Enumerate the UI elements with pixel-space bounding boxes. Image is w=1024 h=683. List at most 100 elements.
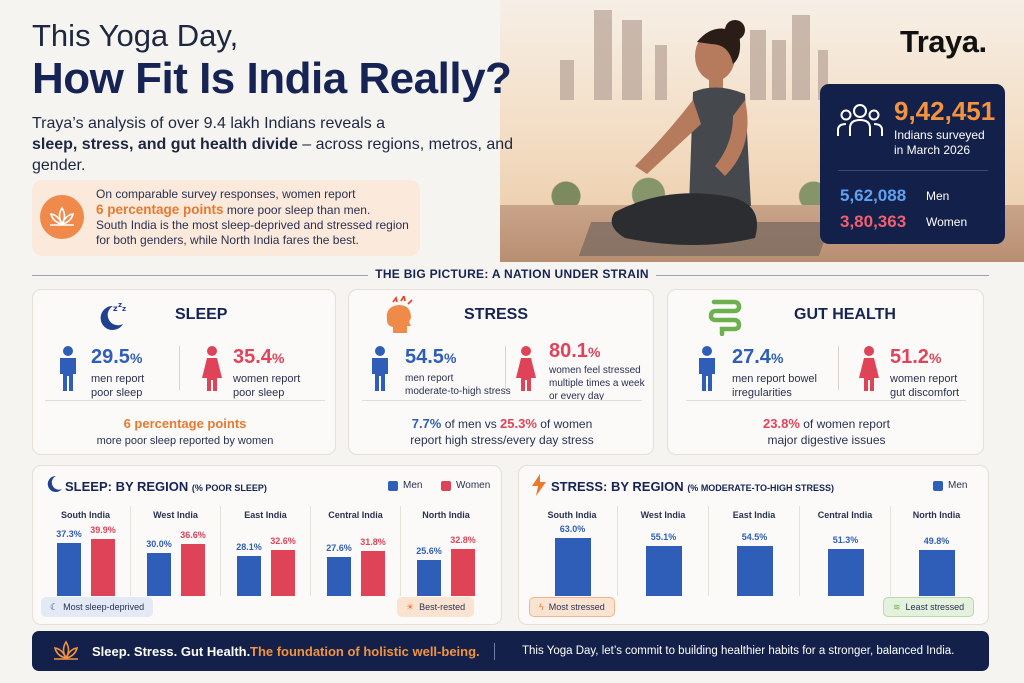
meditating-woman-illustration — [611, 20, 757, 245]
sleep-chart-title-text: SLEEP: BY REGION — [65, 479, 189, 494]
region-group: East India 28.1% 32.6% — [221, 506, 311, 596]
stress-footer-men: 7.7% — [411, 416, 442, 431]
region-group: South India 63.0% — [527, 506, 618, 596]
sleep-chart-subtitle: (% POOR SLEEP) — [191, 483, 267, 493]
region-name: South India — [547, 510, 597, 520]
stress-women-label-2: multiple times a week — [549, 378, 645, 389]
region-name: North India — [912, 510, 961, 520]
gut-card-separator — [838, 346, 839, 390]
sleep-card-footer-divider — [45, 400, 325, 401]
most-stressed-label: Most stressed — [548, 602, 605, 612]
moon-icon — [47, 475, 62, 492]
percent-sign: % — [443, 350, 457, 366]
bar-value-label: 49.8% — [923, 536, 950, 546]
callout-text: On comparable survey responses, women re… — [96, 187, 416, 248]
moon-icon: z z z — [100, 301, 126, 330]
percent-sign: % — [770, 350, 784, 366]
bar-value-label: 25.6% — [416, 546, 442, 556]
gut-card-title: GUT HEALTH — [794, 306, 896, 323]
key-finding-callout: On comparable survey responses, women re… — [32, 180, 420, 256]
gut-men-pct-value: 27.4 — [732, 346, 771, 368]
lotus-icon — [40, 195, 84, 239]
legend-label-men: Men — [403, 480, 423, 491]
bar-men — [918, 550, 955, 596]
men-count-label: Men — [926, 189, 950, 203]
sleep-men-pct: 29.5% — [91, 346, 142, 369]
bar-value-label: 32.8% — [450, 535, 476, 545]
bar-women — [181, 544, 205, 596]
gut-card-footer: 23.8% of women report major digestive is… — [668, 416, 985, 448]
stress-men-pct-value: 54.5 — [405, 346, 444, 368]
region-name: West India — [640, 510, 686, 520]
callout-line-1: On comparable survey responses, women re… — [96, 187, 356, 201]
bar-women — [91, 539, 115, 596]
total-label-1: Indians surveyed — [894, 128, 985, 142]
lightning-icon: ϟ — [539, 602, 544, 612]
sleep-women-label: women report poor sleep — [233, 372, 300, 400]
sleep-women-pct: 35.4% — [233, 346, 284, 369]
gut-footer-text: of women report — [799, 417, 890, 431]
stress-men-label-2: moderate-to-high stress — [405, 386, 511, 397]
bar-value-label: 31.8% — [360, 537, 386, 547]
sleep-men-label-2: poor sleep — [91, 387, 143, 399]
bar-value-label: 27.6% — [326, 543, 352, 553]
man-figure-icon — [699, 346, 715, 391]
men-count: 5,62,088 — [840, 186, 907, 205]
gut-women-label-1: women report — [890, 373, 958, 385]
sleep-card-footer: 6 percentage points more poor sleep repo… — [33, 416, 337, 449]
sleep-card-separator — [179, 346, 180, 390]
stress-footer-women: 25.3% — [500, 416, 537, 431]
women-count-label: Women — [926, 215, 968, 229]
callout-line-3: South India is the most sleep-deprived a… — [96, 218, 409, 247]
most-stressed-badge: ϟ Most stressed — [529, 597, 615, 617]
total-surveyed: 9,42,451 — [894, 96, 996, 126]
region-name: South India — [61, 510, 110, 520]
region-name: North India — [422, 510, 470, 520]
lightning-icon — [532, 474, 546, 496]
woman-figure-icon — [859, 346, 879, 391]
region-group: Central India 51.3% — [800, 506, 891, 596]
brand-logo: Traya. — [900, 24, 987, 59]
legend-swatch-men — [388, 480, 398, 491]
most-sleep-deprived-label: Most sleep-deprived — [63, 602, 145, 612]
sleep-chart-title: SLEEP: BY REGION (% POOR SLEEP) — [65, 479, 267, 494]
bar-men — [327, 557, 351, 596]
moon-icon: ☾ — [50, 601, 59, 612]
region-group: South India 37.3% 39.9% — [41, 506, 131, 596]
stress-women-label-1: women feel stressed — [549, 365, 641, 376]
most-sleep-deprived-badge: ☾ Most sleep-deprived — [41, 597, 154, 617]
lotus-icon — [53, 640, 79, 660]
bar-value-label: 39.9% — [90, 525, 116, 535]
section-divider-right — [656, 275, 989, 276]
gut-men-label-2: irregularities — [732, 387, 792, 399]
legend-swatch-women — [441, 480, 451, 491]
stress-card: STRESS 54.5% men report moderate-to-high … — [348, 289, 654, 455]
bar-men — [736, 546, 773, 596]
bar-men — [645, 546, 682, 596]
stress-men-label: men report moderate-to-high stress — [405, 372, 511, 398]
sleep-women-pct-value: 35.4 — [233, 346, 272, 368]
region-name: West India — [153, 510, 198, 520]
bar-women — [361, 551, 385, 596]
bar-value-label: 30.0% — [146, 539, 172, 549]
banner-message: This Yoga Day, let’s commit to building … — [522, 645, 955, 657]
stress-chart-title: STRESS: BY REGION (% MODERATE-TO-HIGH ST… — [551, 479, 834, 494]
bar-men — [417, 560, 441, 596]
region-name: Central India — [817, 510, 873, 520]
svg-text:z: z — [122, 305, 126, 313]
region-group: East India 54.5% — [709, 506, 800, 596]
women-count: 3,80,363 — [840, 212, 907, 231]
legend-label-women: Women — [456, 480, 491, 491]
legend-men: Men — [933, 480, 967, 491]
bar-women — [451, 549, 475, 596]
bar-value-label: 54.5% — [741, 532, 768, 542]
legend-label-men: Men — [948, 480, 968, 491]
title-line-2: How Fit Is India Really? — [32, 54, 512, 103]
legend-swatch-men — [933, 480, 943, 491]
callout-highlight: 6 percentage points — [96, 202, 224, 217]
gut-women-label-2: gut discomfort — [890, 387, 960, 399]
intro-rest: – across regions, metros, and gender. — [32, 136, 514, 174]
percent-sign: % — [928, 350, 942, 366]
intestine-icon — [708, 299, 742, 336]
man-figure-icon — [60, 346, 76, 391]
